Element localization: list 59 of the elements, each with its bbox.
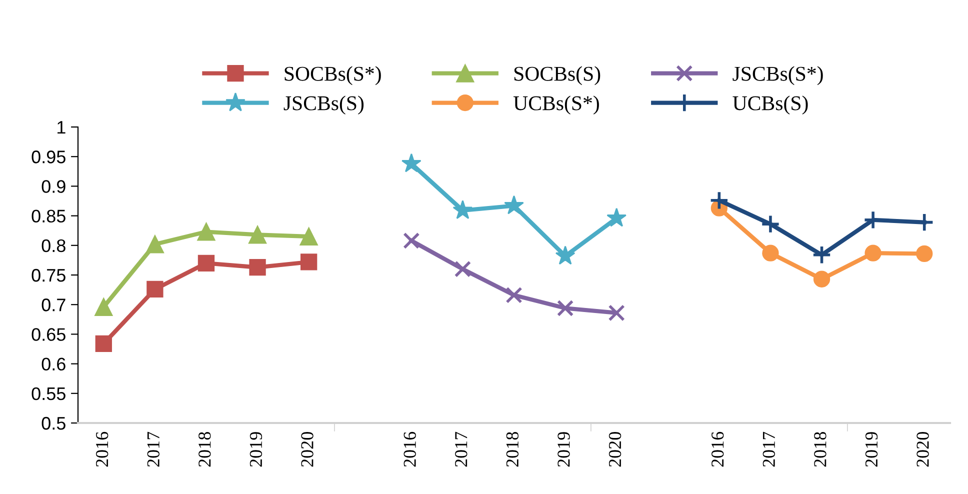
point [555, 246, 576, 265]
y-tick-label: 0.8 [42, 239, 66, 252]
point [401, 153, 422, 172]
point [452, 200, 473, 220]
x-tick-label: 2020 [916, 432, 929, 467]
point [300, 254, 318, 270]
point [248, 226, 267, 244]
point [864, 244, 882, 262]
point [146, 280, 164, 298]
point [760, 214, 780, 234]
point [506, 286, 522, 304]
point [94, 298, 113, 316]
point [762, 244, 779, 262]
point [916, 245, 933, 262]
point [504, 195, 524, 214]
legend-label: UCBs(S) [732, 96, 808, 114]
point [249, 258, 266, 276]
x-tick-label: 2016 [96, 432, 108, 467]
point [197, 222, 216, 241]
x-tick-label: 2016 [404, 432, 416, 467]
legend-label: SOCBs(S*) [284, 66, 381, 86]
point [198, 254, 215, 272]
x-tick-label: 2018 [814, 432, 826, 467]
x-tick-label: 2018 [198, 432, 211, 467]
legend-label: JSCBs(S*) [732, 66, 823, 86]
x-tick-label: 2019 [250, 432, 262, 467]
y-tick-label: 0.5 [42, 416, 66, 430]
y-tick-label: 0.85 [32, 210, 66, 223]
x-tick-label: 2016 [712, 432, 724, 467]
point [300, 227, 318, 246]
x-tick-label: 2018 [506, 432, 519, 467]
y-tick-label: 0.7 [42, 298, 66, 312]
y-tick-label: 0.55 [32, 387, 66, 400]
point [403, 232, 420, 249]
x-tick-label: 2017 [455, 432, 468, 467]
point [812, 245, 832, 265]
point [608, 304, 625, 322]
x-tick-label: 2017 [147, 432, 160, 467]
y-tick-label: 0.6 [42, 358, 66, 371]
x-tick-label: 2019 [558, 432, 570, 467]
point [606, 208, 627, 227]
y-tick-label: 0.75 [32, 268, 66, 282]
point [813, 270, 830, 288]
point [95, 335, 112, 352]
x-tick-label: 2019 [865, 432, 878, 467]
point [454, 260, 472, 278]
legend-label: JSCBs(S) [284, 96, 364, 114]
y-tick-label: 0.95 [32, 150, 66, 164]
point [709, 190, 729, 210]
y-tick-label: 1 [58, 121, 66, 134]
point [146, 235, 164, 254]
legend-label: UCBs(S*) [513, 96, 599, 114]
legend-label: SOCBs(S) [514, 66, 600, 86]
point [556, 300, 574, 316]
x-tick-label: 2020 [301, 432, 314, 467]
x-tick-label: 2020 [608, 432, 622, 467]
y-tick-label: 0.9 [42, 180, 66, 193]
y-tick-label: 0.65 [32, 328, 66, 341]
x-tick-label: 2017 [762, 432, 775, 467]
